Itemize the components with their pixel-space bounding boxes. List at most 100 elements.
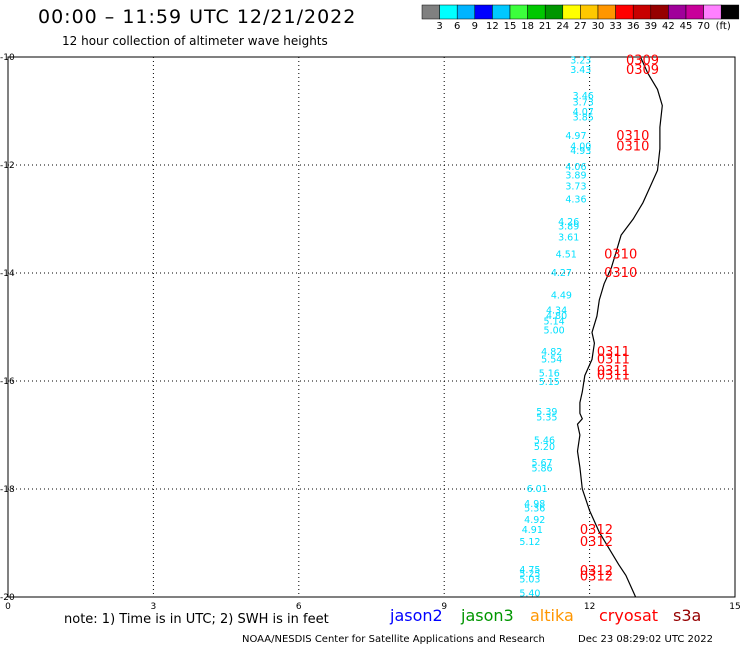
swh-label: 4.49 xyxy=(551,291,572,302)
time-label: 0312 xyxy=(580,564,613,579)
color-scale-label: 36 xyxy=(626,21,640,32)
x-tick-label: 3 xyxy=(151,602,157,612)
color-scale-label: 18 xyxy=(521,21,534,32)
color-scale-swatch xyxy=(597,4,616,20)
swh-label: 3.46 xyxy=(573,91,594,102)
swh-label: 4.36 xyxy=(565,194,586,205)
swh-label: 4.07 xyxy=(573,107,594,118)
color-scale-swatch xyxy=(580,4,599,20)
legend-jason3: jason3 xyxy=(461,606,514,625)
swh-label: 5.00 xyxy=(544,326,565,337)
color-scale-label: 42 xyxy=(662,21,675,32)
color-scale-labels: 3 6 9 12 15 18 21 24 27 30 33 36 39 42 45 70 (ft) xyxy=(422,21,740,33)
color-scale-label: 30 xyxy=(591,21,605,32)
swh-label: 3.85 xyxy=(573,112,594,123)
time-label: 0311 xyxy=(597,364,630,379)
map-frame xyxy=(7,56,736,598)
swh-label: 6.01 xyxy=(527,484,548,495)
color-scale-swatch xyxy=(527,4,546,20)
swh-label: 5.39 xyxy=(536,407,557,418)
swh-label: 4.98 xyxy=(524,499,545,510)
coastline xyxy=(576,56,663,598)
swh-label: 3.73 xyxy=(573,97,594,108)
color-scale-swatch xyxy=(632,4,652,20)
time-label: 0311 xyxy=(597,369,630,384)
time-label: 0309 xyxy=(626,54,659,69)
swh-label: 3.89 xyxy=(565,171,586,182)
color-scale-swatch xyxy=(544,4,564,20)
color-scale-swatch xyxy=(703,4,722,20)
time-label: 0310 xyxy=(604,266,637,281)
color-scale-swatch xyxy=(456,4,476,20)
color-scale-swatch xyxy=(562,4,581,20)
color-scale-label: 21 xyxy=(538,21,552,32)
y-tick-label: -10 xyxy=(0,53,15,63)
swh-label: 4.26 xyxy=(558,217,579,228)
swh-label: 4.80 xyxy=(546,311,567,322)
swh-label: 5.16 xyxy=(539,368,560,379)
time-label: 0311 xyxy=(597,345,630,360)
x-tick-label: 12 xyxy=(584,602,595,612)
swh-label: 4.92 xyxy=(524,515,545,526)
color-scale-label: 3 xyxy=(436,21,443,32)
swh-label: 5.86 xyxy=(531,463,552,474)
x-tick-label: 6 xyxy=(296,602,302,612)
time-label: 0309 xyxy=(626,63,659,78)
swh-label: 5.25 xyxy=(519,569,540,580)
legend-cryosat: cryosat xyxy=(599,606,659,625)
page-title: 00:00 – 11:59 UTC 12/21/2022 xyxy=(38,6,357,28)
color-scale-swatch xyxy=(492,4,511,20)
swh-label: 4.82 xyxy=(541,347,562,358)
swh-label: 5.35 xyxy=(536,413,557,424)
color-scale-label: 70 xyxy=(697,21,710,32)
swh-label: 3.73 xyxy=(565,182,586,193)
footer-note: note: 1) Time is in UTC; 2) SWH is in fe… xyxy=(64,612,329,627)
swh-label: 4.06 xyxy=(565,162,586,173)
color-scale-swatch xyxy=(615,4,634,20)
swh-label: 5.15 xyxy=(539,377,560,388)
swh-label: 4.93 xyxy=(570,146,591,157)
color-scale-label: 45 xyxy=(679,21,693,32)
color-scale-label: 6 xyxy=(454,21,461,32)
time-label: 0310 xyxy=(604,248,637,263)
x-tick-label: 9 xyxy=(441,602,447,612)
color-scale-label: 39 xyxy=(644,21,658,32)
swh-label: 4.91 xyxy=(522,525,543,536)
color-scale-label: 27 xyxy=(574,21,587,32)
color-scale-swatch xyxy=(439,4,458,20)
y-tick-label: -16 xyxy=(0,377,15,387)
y-tick-label: -20 xyxy=(0,593,15,603)
swh-label: 5.54 xyxy=(541,354,562,365)
color-scale-swatch xyxy=(668,4,687,20)
color-scale-label: 24 xyxy=(556,21,570,32)
swh-label: 5.36 xyxy=(524,503,545,514)
color-scale-swatch xyxy=(685,4,704,20)
swh-label: 5.12 xyxy=(519,537,540,548)
swh-label: 3.23 xyxy=(570,56,591,67)
time-label: 0312 xyxy=(580,535,613,550)
swh-label: 3.89 xyxy=(558,221,579,232)
time-label: 0310 xyxy=(616,140,649,155)
x-tick-label: 15 xyxy=(729,602,740,612)
credit-line: NOAA/NESDIS Center for Satellite Applica… xyxy=(242,634,545,645)
color-scale-label: 12 xyxy=(486,21,499,32)
x-tick-label: 0 xyxy=(5,602,11,612)
time-label: 0310 xyxy=(616,129,649,144)
time-label: 0311 xyxy=(597,352,630,367)
swh-label: 5.67 xyxy=(531,458,552,469)
swh-label: 4.34 xyxy=(546,306,567,317)
color-scale-swatch xyxy=(421,4,440,20)
color-scale-swatch xyxy=(650,4,669,20)
y-tick-label: -14 xyxy=(0,269,15,279)
color-scale-swatch xyxy=(720,4,740,20)
swh-label: 5.20 xyxy=(534,442,555,453)
legend-altika: altika xyxy=(530,606,574,625)
swh-label: 4.97 xyxy=(565,131,586,142)
y-tick-label: -18 xyxy=(0,485,15,495)
color-scale-label: 33 xyxy=(609,21,622,32)
color-scale-swatch xyxy=(509,4,528,20)
swh-label: 3.43 xyxy=(570,65,591,76)
swh-label: 4.00 xyxy=(570,142,591,153)
color-scale-swatch xyxy=(474,4,493,20)
